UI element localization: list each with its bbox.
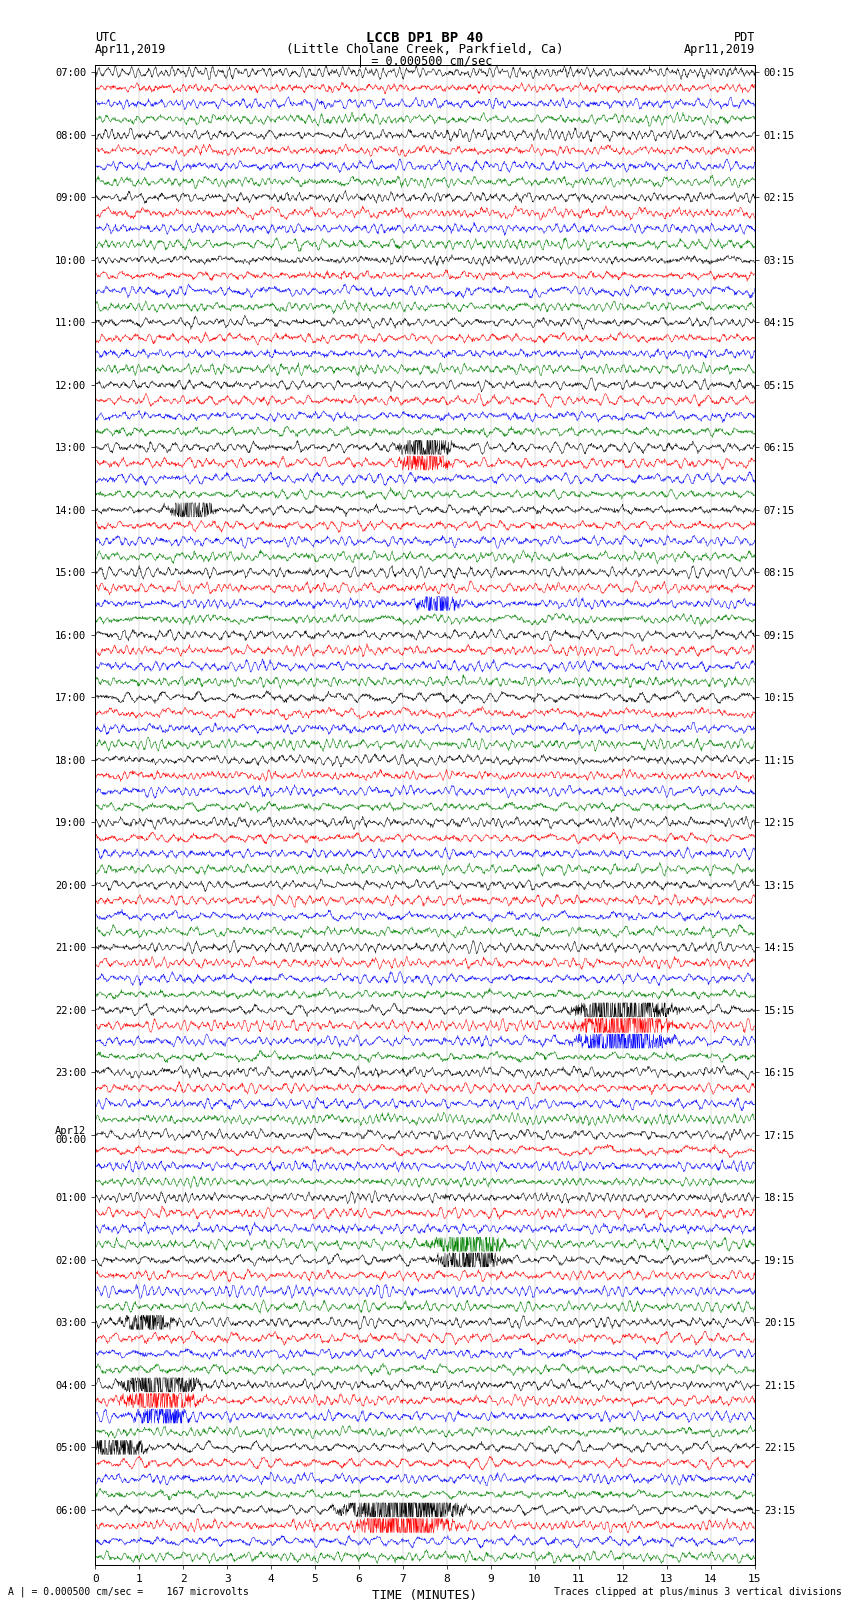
Text: Traces clipped at plus/minus 3 vertical divisions: Traces clipped at plus/minus 3 vertical … <box>553 1587 842 1597</box>
Text: Apr11,2019: Apr11,2019 <box>95 44 167 56</box>
Text: A | = 0.000500 cm/sec =    167 microvolts: A | = 0.000500 cm/sec = 167 microvolts <box>8 1586 249 1597</box>
Text: UTC: UTC <box>95 31 116 45</box>
Text: | = 0.000500 cm/sec: | = 0.000500 cm/sec <box>357 53 493 68</box>
Text: (Little Cholane Creek, Parkfield, Ca): (Little Cholane Creek, Parkfield, Ca) <box>286 44 564 56</box>
Text: Apr11,2019: Apr11,2019 <box>683 44 755 56</box>
Text: LCCB DP1 BP 40: LCCB DP1 BP 40 <box>366 31 484 45</box>
Text: PDT: PDT <box>734 31 755 45</box>
X-axis label: TIME (MINUTES): TIME (MINUTES) <box>372 1589 478 1602</box>
